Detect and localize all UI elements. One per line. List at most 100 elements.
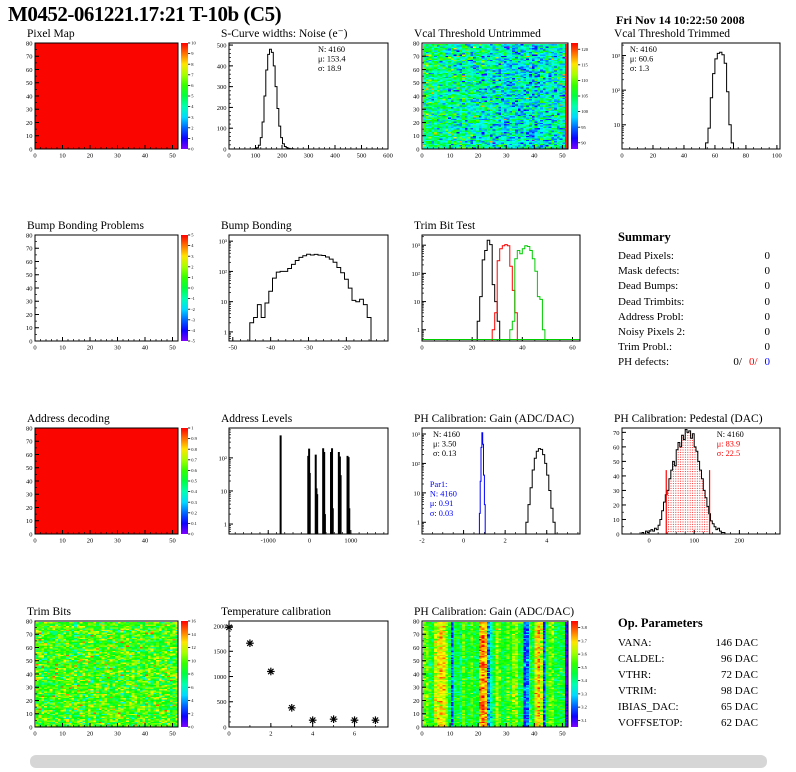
svg-text:0.7: 0.7: [191, 457, 197, 462]
svg-text:80: 80: [26, 425, 33, 432]
svg-text:0: 0: [33, 538, 36, 545]
plot-area: 0 100 200 0 10 20 30 40 50 60 70 N: 4160 μ: 83.9 σ: 2…: [598, 425, 794, 547]
svg-text:10²: 10²: [412, 461, 421, 468]
plot-area: 0 10 20 30 40 50 0 10 20 30 40 50 60 70 80 -5 -4 -3 -2 -1 0 1…: [8, 232, 202, 354]
svg-text:10: 10: [59, 345, 66, 352]
op-parameter-row: IBIAS_DAC: 65 DAC: [618, 699, 758, 715]
page-title: M0452-061221.17:21 T-10b (C5): [8, 2, 282, 26]
plot-bump-bonding-problems: Bump Bonding Problems 0 10 20 30 40 50 0 10 20 30…: [8, 220, 202, 356]
summary-row-ph-defects: PH defects: 0/ 0/ 0: [618, 355, 770, 370]
summary-row-value: 0: [764, 341, 771, 354]
svg-text:20: 20: [413, 698, 420, 705]
plot-title: PH Calibration: Pedestal (DAC): [614, 413, 763, 425]
svg-text:40: 40: [531, 731, 538, 738]
svg-text:0: 0: [420, 731, 423, 738]
plot-title: Bump Bonding: [221, 220, 292, 232]
svg-text:60: 60: [26, 452, 33, 459]
svg-text:10³: 10³: [219, 239, 228, 246]
svg-text:σ: 22.5: σ: 22.5: [717, 449, 740, 458]
plot-vcal-untrimmed: Vcal Threshold Untrimmed 0 10 20 30 40 50 0 10 2…: [398, 28, 598, 164]
summary-heading: Summary: [618, 230, 671, 244]
svg-text:-2: -2: [419, 538, 424, 545]
svg-text:200: 200: [734, 538, 744, 545]
svg-text:20: 20: [26, 312, 33, 319]
plot-title: Trim Bit Test: [414, 220, 476, 232]
svg-text:20: 20: [87, 345, 94, 352]
svg-text:40: 40: [413, 671, 420, 678]
svg-text:3: 3: [191, 115, 194, 120]
summary-row-value: 0: [764, 250, 771, 262]
svg-text:6: 6: [353, 731, 357, 738]
plot-bump-bonding: Bump Bonding -50 -40 -30 -20 1 10 10² 10³: [202, 220, 398, 356]
svg-text:70: 70: [413, 54, 420, 61]
summary-row: Dead Bumps: 0: [618, 279, 770, 294]
svg-text:0: 0: [647, 538, 650, 545]
summary-row: Mask defects: 0: [618, 264, 770, 279]
svg-text:-30: -30: [304, 345, 313, 352]
plot-title: Vcal Threshold Trimmed: [614, 28, 731, 40]
summary-row-label: Dead Pixels:: [618, 250, 674, 262]
summary-row-value: 0: [764, 326, 771, 339]
plot-trim-bits-map: Trim Bits 0 10 20 30 40 50 0 10 20 30 40 50 60 70 80 0 2…: [8, 606, 202, 742]
op-parameter-row: CALDEL: 96 DAC: [618, 651, 758, 667]
svg-text:30: 30: [503, 731, 510, 738]
svg-text:60: 60: [26, 259, 33, 266]
summary-row-label: PH defects:: [618, 356, 670, 369]
summary-row-label: Mask defects:: [618, 265, 680, 278]
svg-text:30: 30: [26, 492, 33, 499]
svg-text:20: 20: [26, 505, 33, 512]
svg-text:10: 10: [26, 325, 33, 332]
svg-text:95: 95: [581, 125, 586, 130]
svg-text:-2: -2: [191, 307, 195, 312]
plot-area: 0 10 20 30 40 50 0 10 20 30 40 50 60 70 80 0 0.1 0.2 0.3 0.…: [8, 425, 202, 547]
svg-text:0: 0: [33, 153, 36, 160]
svg-text:80: 80: [26, 40, 33, 47]
svg-text:50: 50: [413, 658, 420, 665]
svg-text:0: 0: [416, 146, 419, 153]
plot-pixel-map: Pixel Map 0 10 20 30 40 50 0 10 20 30 40 50 60 70 80 0 1…: [8, 28, 202, 164]
svg-text:50: 50: [169, 153, 176, 160]
svg-text:0: 0: [191, 725, 194, 730]
svg-text:10: 10: [221, 299, 228, 306]
op-parameter-row: VOFFSETOP: 62 DAC: [618, 715, 758, 731]
summary-row: Address Probl: 0: [618, 310, 770, 325]
svg-text:30: 30: [26, 299, 33, 306]
op-parameter-row: VANA: 146 DAC: [618, 635, 758, 651]
svg-text:16: 16: [191, 619, 196, 624]
plot-vcal-trimmed: Vcal Threshold Trimmed 0 20 40 60 80 100 10 10²…: [598, 28, 794, 164]
svg-text:σ: 0.03: σ: 0.03: [430, 509, 453, 518]
svg-text:7: 7: [191, 72, 194, 77]
summary-row: Dead Trimbits: 0: [618, 295, 770, 310]
svg-text:3.1: 3.1: [581, 718, 587, 723]
svg-text:0.9: 0.9: [191, 436, 197, 441]
svg-text:110: 110: [581, 78, 588, 83]
svg-text:3.2: 3.2: [581, 705, 587, 710]
svg-text:20: 20: [475, 731, 482, 738]
svg-text:0: 0: [420, 153, 423, 160]
svg-text:20: 20: [26, 120, 33, 127]
svg-text:3.3: 3.3: [581, 691, 587, 696]
svg-text:8: 8: [191, 62, 194, 67]
svg-text:10³: 10³: [412, 243, 421, 250]
plot-area: -1000 0 1000 1 10 10²: [202, 425, 398, 547]
svg-text:50: 50: [169, 345, 176, 352]
plot-title: Address decoding: [27, 413, 110, 425]
svg-text:50: 50: [26, 80, 33, 87]
svg-text:30: 30: [26, 685, 33, 692]
op-parameter-label: VTRIM:: [618, 685, 657, 697]
svg-text:10: 10: [413, 711, 420, 718]
svg-text:0: 0: [191, 532, 194, 537]
plot-temperature-calibration: Temperature calibration 0 2 4 6 0 500 1000 1500…: [202, 606, 398, 742]
plot-area: -50 -40 -30 -20 1 10 10² 10³: [202, 232, 398, 354]
horizontal-scrollbar[interactable]: [30, 755, 767, 768]
svg-text:2: 2: [269, 731, 272, 738]
op-parameter-value: 72 DAC: [721, 669, 758, 681]
svg-text:50: 50: [559, 731, 566, 738]
op-parameter-label: VOFFSETOP:: [618, 717, 683, 729]
svg-text:1: 1: [191, 275, 193, 280]
svg-text:10: 10: [447, 731, 454, 738]
svg-text:20: 20: [87, 731, 94, 738]
svg-text:μ: 83.9: μ: 83.9: [717, 440, 740, 449]
plot-ph-pedestal: PH Calibration: Pedestal (DAC) 0 100 200 0 1…: [598, 413, 794, 549]
svg-text:10: 10: [614, 122, 621, 129]
